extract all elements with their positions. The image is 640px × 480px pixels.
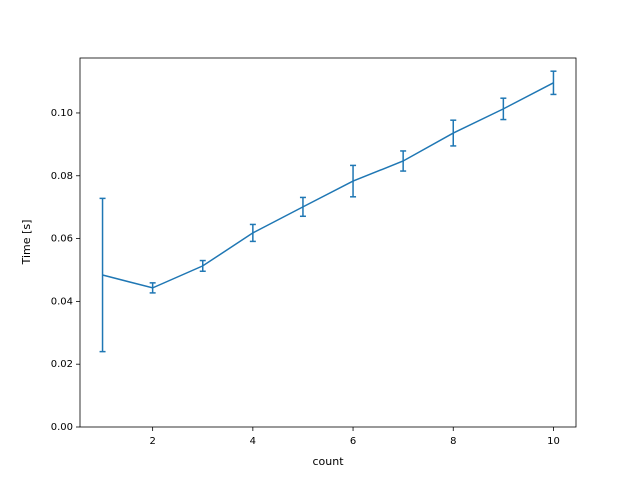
x-tick-label: 6 [350,436,356,447]
error-bar [99,197,106,353]
error-bar [450,119,457,147]
y-tick-label: 0.10 [51,108,73,119]
y-axis-label: Time [s] [20,220,33,266]
x-axis-label: count [312,455,344,468]
plot-frame [79,57,577,428]
y-tick-label: 0.00 [51,422,73,433]
x-tick-label: 10 [547,436,560,447]
error-bar [350,164,357,198]
y-tick-label: 0.08 [51,171,73,182]
x-tick-label: 8 [450,436,456,447]
x-tick-label: 4 [250,436,256,447]
error-bar [400,150,407,172]
error-bar [199,259,206,272]
y-tick-label: 0.06 [51,234,73,245]
error-bar [550,70,557,96]
y-tick-label: 0.02 [51,359,73,370]
error-bar [249,223,256,243]
data-line [102,82,554,289]
x-tick-label: 2 [149,436,155,447]
error-bar [299,196,306,218]
error-bar [500,97,507,121]
error-bar [149,282,156,294]
y-tick-label: 0.04 [51,296,73,307]
